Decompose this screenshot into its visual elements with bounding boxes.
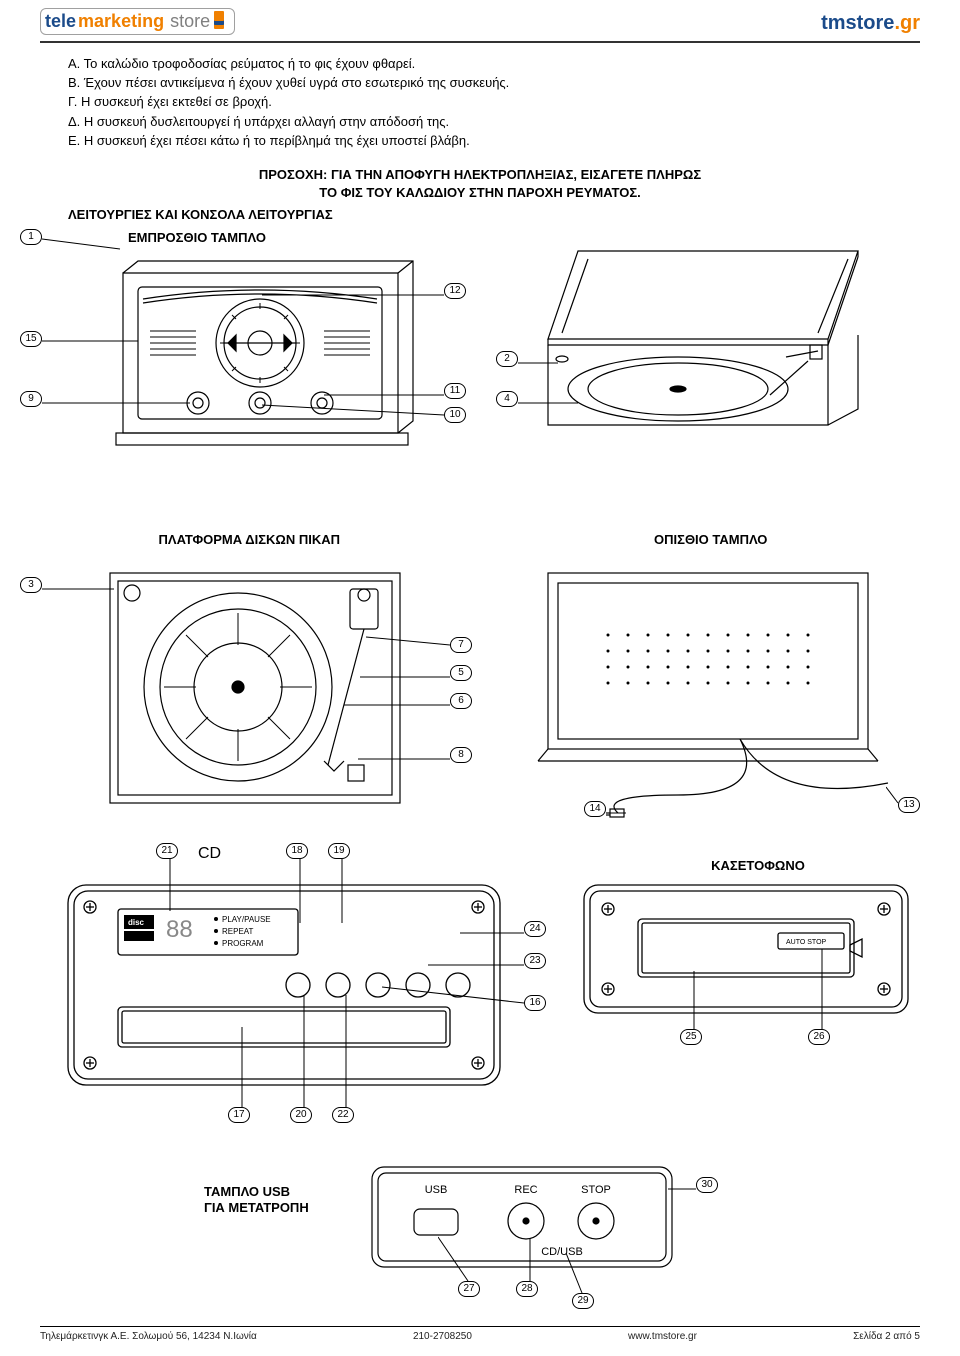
callout-6: 6 xyxy=(450,693,472,709)
callout-7: 7 xyxy=(450,637,472,653)
callout-1: 1 xyxy=(20,229,42,245)
caption-cassette: ΚΑΣΕΤΟΦΩΝΟ xyxy=(628,857,888,875)
warning-line: ΠΡΟΣΟΧΗ: ΓΙΑ ΤΗΝ ΑΠΟΦΥΓΗ ΗΛΕΚΤΡΟΠΛΗΞΙΑΣ,… xyxy=(68,166,892,184)
logo-left: tele marketing store xyxy=(40,8,235,35)
caption-rear: ΟΠΙΣΘΙΟ ΤΑΜΠΛΟ xyxy=(529,531,892,549)
diagram-cassette: AUTO STOP xyxy=(578,879,918,1059)
list-item: Ε. Η συσκευή έχει πέσει κάτω ή το περίβλ… xyxy=(68,132,892,150)
svg-text:88: 88 xyxy=(166,916,193,943)
footer-url: www.tmstore.gr xyxy=(628,1331,697,1342)
diagram-open-turntable xyxy=(518,239,878,469)
cd-label: CD xyxy=(198,843,221,865)
callout-11: 11 xyxy=(444,383,466,399)
svg-text:REPEAT: REPEAT xyxy=(222,927,254,936)
header: tele marketing store tmstore.gr xyxy=(0,0,960,39)
footer-company: Τηλεμάρκετινγκ Α.Ε. Σολωμού 56, 14234 Ν.… xyxy=(40,1331,257,1342)
callout-30: 30 xyxy=(696,1177,718,1193)
svg-text:STOP: STOP xyxy=(581,1184,611,1196)
logo-left-part2: marketing xyxy=(78,11,164,32)
warning-block: ΠΡΟΣΟΧΗ: ΓΙΑ ΤΗΝ ΑΠΟΦΥΓΗ ΗΛΕΚΤΡΟΠΛΗΞΙΑΣ,… xyxy=(68,166,892,202)
diagram-turntable-top xyxy=(68,565,448,825)
callout-25: 25 xyxy=(680,1029,702,1045)
callout-23: 23 xyxy=(524,953,546,969)
callout-27: 27 xyxy=(458,1281,480,1297)
list-item: Α. Το καλώδιο τροφοδοσίας ρεύματος ή το … xyxy=(68,55,892,73)
callout-17: 17 xyxy=(228,1107,250,1123)
logo-left-part3: store xyxy=(170,11,210,32)
diagram-row-3: CD 21 18 19 xyxy=(68,855,892,1145)
callout-12: 12 xyxy=(444,283,466,299)
list-item: Γ. Η συσκευή έχει εκτεθεί σε βροχή. xyxy=(68,93,892,111)
callout-28: 28 xyxy=(516,1281,538,1297)
logo-right: tmstore.gr xyxy=(821,12,920,35)
usb-caption-2: ΓΙΑ ΜΕΤΑΤΡΟΠΗ xyxy=(204,1199,309,1217)
svg-text:AUTO STOP: AUTO STOP xyxy=(786,939,827,946)
callout-16: 16 xyxy=(524,995,546,1011)
callout-22: 22 xyxy=(332,1107,354,1123)
page-content: Α. Το καλώδιο τροφοδοσίας ρεύματος ή το … xyxy=(0,43,960,1343)
callout-5: 5 xyxy=(450,665,472,681)
diagram-front-radio xyxy=(68,253,438,473)
diagram-rear-panel xyxy=(528,565,908,835)
svg-text:USB: USB xyxy=(425,1184,448,1196)
section-title: ΛΕΙΤΟΥΡΓΙΕΣ ΚΑΙ ΚΟΝΣΟΛΑ ΛΕΙΤΟΥΡΓΙΑΣ xyxy=(68,206,892,224)
callout-13: 13 xyxy=(898,797,920,813)
logo-right-part1: tmstore xyxy=(821,12,894,34)
callout-14: 14 xyxy=(584,801,606,817)
svg-text:disc: disc xyxy=(128,918,145,927)
callout-19: 19 xyxy=(328,843,350,859)
footer-phone: 210-2708250 xyxy=(413,1331,472,1342)
list-item: Δ. Η συσκευή δυσλειτουργεί ή υπάρχει αλλ… xyxy=(68,113,892,131)
diagram-row-4: ΤΑΜΠΛΟ USB ΓΙΑ ΜΕΤΑΤΡΟΠΗ USB REC STOP CD… xyxy=(68,1173,892,1343)
callout-21: 21 xyxy=(156,843,178,859)
callout-3: 3 xyxy=(20,577,42,593)
footer-page: Σελίδα 2 από 5 xyxy=(853,1331,920,1342)
callout-24: 24 xyxy=(524,921,546,937)
logo-dots-icon xyxy=(214,11,224,21)
callout-18: 18 xyxy=(286,843,308,859)
svg-text:REC: REC xyxy=(514,1184,537,1196)
warning-line: ΤΟ ΦΙΣ ΤΟΥ ΚΑΛΩΔΙΟΥ ΣΤΗΝ ΠΑΡΟΧΗ ΡΕΥΜΑΤΟΣ… xyxy=(68,184,892,202)
callout-20: 20 xyxy=(290,1107,312,1123)
callout-2: 2 xyxy=(496,351,518,367)
callout-4: 4 xyxy=(496,391,518,407)
diagram-row-2: 3 7 5 6 8 xyxy=(68,565,892,825)
list-item: Β. Έχουν πέσει αντικείμενα ή έχουν χυθεί… xyxy=(68,74,892,92)
callout-9: 9 xyxy=(20,391,42,407)
callout-8: 8 xyxy=(450,747,472,763)
diagram-row-1: 15 9 12 11 10 xyxy=(68,253,892,483)
svg-text:PROGRAM: PROGRAM xyxy=(222,939,264,948)
callout-26: 26 xyxy=(808,1029,830,1045)
footer: Τηλεμάρκετινγκ Α.Ε. Σολωμού 56, 14234 Ν.… xyxy=(40,1326,920,1342)
caption-turntable: ΠΛΑΤΦΟΡΜΑ ΔΙΣΚΩΝ ΠΙΚΑΠ xyxy=(68,531,431,549)
logo-right-part2: .gr xyxy=(894,12,920,34)
svg-text:PLAY/PAUSE: PLAY/PAUSE xyxy=(222,915,271,924)
callout-29: 29 xyxy=(572,1293,594,1309)
callout-15: 15 xyxy=(20,331,42,347)
logo-left-part1: tele xyxy=(45,11,76,32)
callout-10: 10 xyxy=(444,407,466,423)
